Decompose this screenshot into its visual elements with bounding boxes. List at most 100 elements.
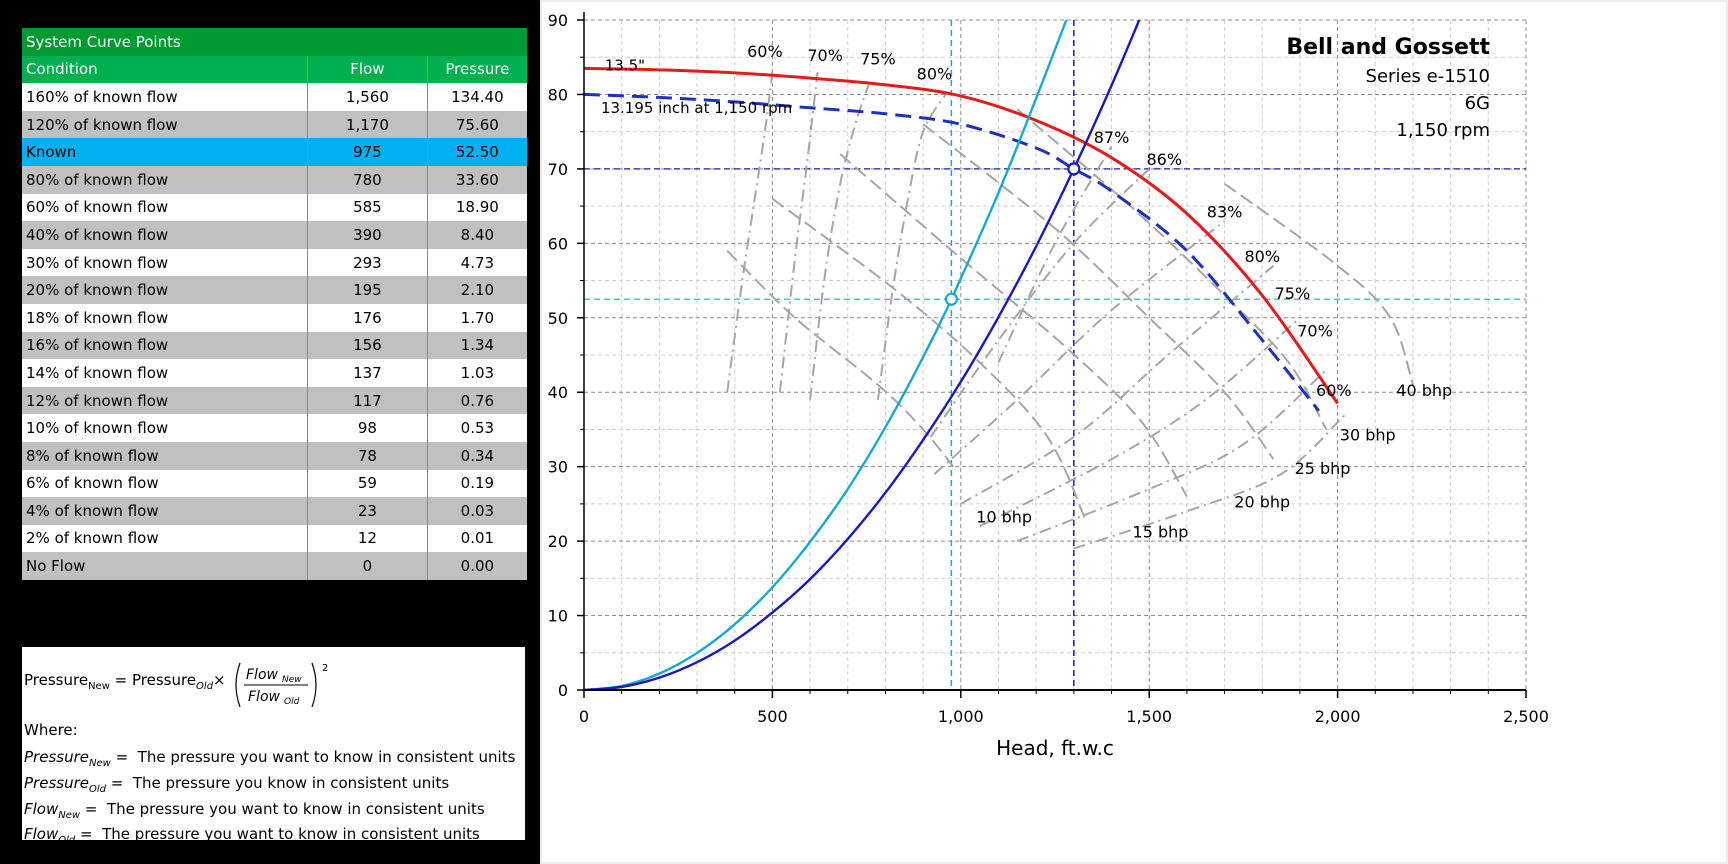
cell-condition: 40% of known flow: [22, 221, 309, 249]
chart-title-block: Bell and Gossett Series e-1510 6G 1,150 rpm: [1286, 35, 1490, 141]
cell-pressure: 0.00: [427, 552, 527, 580]
system-curve-table: System Curve Points Condition Flow Press…: [22, 28, 527, 580]
efficiency-label: 70%: [1297, 321, 1333, 340]
efficiency-label: 80%: [1244, 247, 1280, 266]
cell-condition: 10% of known flow: [22, 414, 309, 442]
def-term: Pressure: [24, 774, 89, 792]
table-row: 160% of known flow 1,560 134.40: [22, 83, 527, 111]
efficiency-curve: [726, 71, 774, 393]
cell-flow: 585: [307, 193, 428, 222]
cell-flow: 59: [307, 469, 428, 498]
cell-condition: 80% of known flow: [22, 165, 309, 194]
chart-subtitle-line: 1,150 rpm: [1396, 120, 1490, 141]
cell-flow: 12: [307, 524, 428, 553]
cell-flow: 98: [307, 414, 428, 442]
table-header-row: Condition Flow Pressure: [22, 55, 527, 84]
efficiency-curve: [809, 79, 872, 400]
bhp-curve: [726, 250, 955, 468]
efficiency-label: 75%: [860, 50, 896, 69]
cell-pressure: 75.60: [427, 110, 527, 139]
formula-def-4: FlowOld = The pressure you want to know …: [24, 825, 480, 846]
cell-flow: 1,170: [307, 110, 428, 139]
operating-point: [1067, 162, 1081, 176]
series-label: 13.5": [605, 57, 645, 75]
cell-condition: No Flow: [22, 552, 309, 580]
x-tick-label: 1,500: [1126, 707, 1172, 726]
efficiency-label: 86%: [1146, 150, 1182, 169]
bhp-label: 20 bhp: [1234, 493, 1290, 512]
x-tick-label: 500: [757, 707, 788, 726]
table-row: 20% of known flow 195 2.10: [22, 276, 527, 304]
cell-condition: 16% of known flow: [22, 331, 309, 360]
cell-condition: 12% of known flow: [22, 386, 309, 415]
header-condition: Condition: [22, 55, 309, 84]
table-row: 14% of known flow 137 1.03: [22, 359, 527, 387]
formula-exponent: 2: [322, 663, 328, 674]
bhp-curve: [771, 197, 1087, 520]
cell-condition: 6% of known flow: [22, 469, 309, 498]
cell-condition: 20% of known flow: [22, 276, 309, 304]
chart-series: [584, 20, 1339, 690]
table-row: 40% of known flow 390 8.40: [22, 221, 527, 249]
formula-panel: PressureNew = PressureOld× Flow New Flow…: [22, 647, 525, 846]
cell-pressure: 0.01: [427, 524, 527, 553]
cell-flow: 390: [307, 221, 428, 249]
y-tick-label: 90: [548, 11, 568, 30]
efficiency-curve: [876, 93, 947, 400]
efficiency-curve: [1073, 413, 1346, 550]
bhp-label: 15 bhp: [1133, 522, 1189, 541]
formula-fraction: Flow New Flow Old 2: [235, 662, 328, 708]
y-tick-label: 20: [548, 532, 568, 551]
efficiency-curve: [960, 264, 1275, 505]
cell-condition: 14% of known flow: [22, 359, 309, 387]
table-row: 4% of known flow 23 0.03: [22, 497, 527, 525]
chart-border: [540, 0, 1728, 864]
cell-pressure: 0.76: [427, 386, 527, 415]
def-text: The pressure you want to know in consist…: [137, 748, 516, 766]
cell-flow: 195: [307, 276, 428, 304]
table-row: No Flow 0 0.00: [22, 552, 527, 580]
table-row: 16% of known flow 156 1.34: [22, 331, 527, 360]
efficiency-curve: [979, 317, 1301, 528]
cell-pressure: 1.34: [427, 331, 527, 360]
cell-condition: 2% of known flow: [22, 524, 309, 553]
cell-pressure: 0.34: [427, 441, 527, 470]
cell-pressure: 4.73: [427, 248, 527, 277]
efficiency-curve: [933, 220, 1226, 475]
table-row: Known 975 52.50: [22, 138, 527, 166]
bhp-curve: [839, 153, 1188, 497]
cell-pressure: 1.70: [427, 303, 527, 332]
table-row: 120% of known flow 1,170 75.60: [22, 110, 527, 139]
series-line-4: [584, 20, 1141, 690]
formula-den: Flow: [248, 689, 281, 705]
cell-pressure: 33.60: [427, 165, 527, 194]
efficiency-curve: [778, 71, 819, 393]
def-sub: Old: [58, 835, 76, 846]
cell-pressure: 0.19: [427, 469, 527, 498]
cell-flow: 117: [307, 386, 428, 415]
def-term: Pressure: [24, 748, 89, 766]
efficiency-label: 80%: [917, 65, 953, 84]
formula-def-1: PressureNew = The pressure you want to k…: [24, 748, 516, 769]
def-text: The pressure you want to know in consist…: [102, 825, 480, 843]
efficiency-label: 60%: [747, 42, 783, 61]
x-tick-label: 0: [579, 707, 589, 726]
table-row: 10% of known flow 98 0.53: [22, 414, 527, 442]
cell-flow: 156: [307, 331, 428, 360]
table-row: 80% of known flow 780 33.60: [22, 165, 527, 194]
series-line-2: [584, 92, 1320, 412]
y-tick-label: 0: [558, 681, 568, 700]
def-term: Flow: [24, 800, 59, 818]
cell-flow: 780: [307, 165, 428, 194]
cell-pressure: 0.53: [427, 414, 527, 442]
cell-pressure: 2.10: [427, 276, 527, 304]
bhp-label: 10 bhp: [976, 508, 1032, 527]
y-tick-label: 80: [548, 85, 568, 104]
formula-def-2: PressureOld = The pressure you know in c…: [24, 774, 450, 795]
formula-num: Flow: [246, 667, 279, 683]
y-tick-label: 10: [548, 607, 568, 626]
efficiency-label: 83%: [1207, 202, 1243, 221]
def-term: Flow: [24, 825, 59, 843]
formula-den-sub: Old: [284, 697, 300, 707]
chart-title: Bell and Gossett: [1286, 35, 1490, 60]
